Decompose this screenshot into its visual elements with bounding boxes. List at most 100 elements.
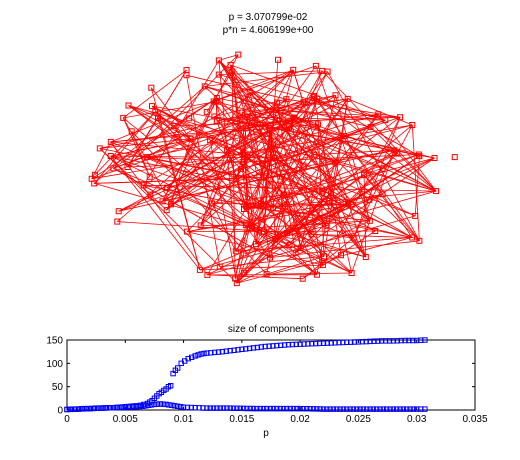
graph-node [416,237,423,244]
graph-node [238,166,244,173]
graph-node [140,182,147,189]
graph-edge [150,87,201,271]
second-component-point [137,403,143,410]
largest-component-point [192,353,198,359]
graph-edge [300,95,336,248]
second-component-point [360,406,367,412]
y-tick-label: 150 [46,336,63,347]
second-component-point [374,406,380,412]
graph-node [229,68,236,75]
graph-node [246,88,253,95]
graph-node [273,107,280,114]
graph-node [261,174,267,181]
graph-node [281,192,287,199]
graph-node [286,124,292,131]
second-component-point [300,406,307,412]
graph-edge [236,193,332,284]
largest-component-point [250,345,257,351]
graph-node [171,122,178,129]
graph-node [207,136,214,143]
graph-node [125,102,132,109]
graph-node [258,200,264,207]
graph-edge [199,244,290,271]
graph-edge [187,204,352,232]
graph-title-line1: p = 3.070799e-02 [229,12,308,23]
second-component-point [364,406,370,412]
second-component-point [157,401,164,407]
graph-node [243,154,250,161]
second-component-point [140,403,146,410]
largest-component-point [195,352,201,358]
second-component-point [330,406,337,412]
graph-node [308,231,315,238]
second-component-point [287,405,293,412]
y-tick-label: 100 [46,359,63,370]
graph-node [379,165,386,172]
graph-node [147,191,154,198]
graph-node [213,98,220,105]
graph-node [299,275,306,282]
graph-node [184,228,191,235]
largest-component-point [227,348,233,354]
graph-edge [247,116,386,121]
graph-node [297,244,304,251]
second-component-point [324,406,330,412]
graph-edge [266,256,325,275]
graph-edge [289,114,379,246]
graph-node [397,114,404,121]
graph-edge [242,112,435,159]
graph-node [235,51,242,58]
graph-node [315,121,321,128]
second-component-point [307,406,313,412]
graph-node [149,103,155,110]
graph-node [155,114,161,121]
second-component-point [224,405,230,411]
graph-node [300,99,307,106]
graph-node [259,160,266,167]
second-component-point [347,406,353,412]
graph-node [341,133,348,140]
graph-node [249,223,256,230]
second-component-point [118,404,125,411]
graph-node [375,111,382,118]
graph-edge [276,109,401,118]
graph-edge [353,117,401,238]
x-tick-label: 0 [64,414,70,425]
graph-node [267,254,273,261]
graph-node [451,154,458,161]
second-component-point [68,406,74,413]
largest-component-point [208,350,214,356]
graph-node [215,57,222,64]
graph-node [348,270,355,276]
graph-edge [213,101,263,164]
second-component-point [83,406,90,412]
graph-edge [316,98,437,192]
second-component-point [274,405,280,412]
graph-edge [249,91,288,234]
graph-node [114,218,121,225]
second-component-point [163,401,169,408]
second-component-point [340,406,347,412]
second-component-point [237,405,243,412]
second-component-point [122,404,128,410]
graph-node [321,253,327,260]
graph-edge [322,154,419,191]
graph-edge [370,126,437,192]
graph-node [319,187,326,194]
second-component-point [387,406,393,412]
graph-edge [93,111,156,184]
graph-edge [200,65,317,226]
largest-component-point [201,350,207,357]
graph-node [412,212,419,219]
graph-edge [236,237,413,284]
graph-edge [230,64,349,204]
graph-edge [230,64,324,266]
graph-edge [294,117,349,204]
y-tick-label: 0 [57,406,63,417]
graph-edge [213,65,317,102]
second-component-point [64,406,70,413]
graph-node [183,67,190,74]
largest-component-point [189,354,195,361]
second-component-point [114,404,121,411]
